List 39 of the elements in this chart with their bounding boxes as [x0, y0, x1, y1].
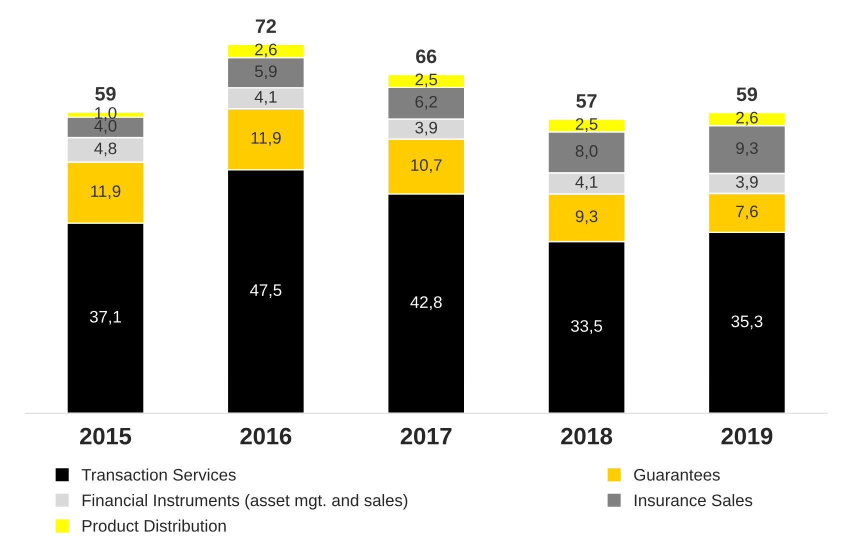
- legend-label: Insurance Sales: [634, 494, 752, 506]
- data-label: 47,5: [250, 284, 282, 298]
- data-label: 4,8: [94, 142, 116, 156]
- data-label: 2,5: [576, 118, 598, 132]
- data-label: 2,6: [736, 112, 758, 126]
- data-label: 11,9: [91, 185, 120, 200]
- data-label: 35,3: [731, 315, 762, 330]
- data-label: 5,9: [254, 65, 277, 80]
- legend-label: Financial Instruments (asset mgt. and sales): [82, 494, 408, 510]
- data-label: 2,6: [255, 44, 277, 58]
- data-label: 8,0: [576, 145, 598, 159]
- x-tick-label: 2018: [561, 428, 612, 444]
- total-label: 72: [256, 19, 276, 33]
- data-label: 42,8: [410, 296, 442, 310]
- data-label: 4,0: [94, 120, 116, 134]
- data-label: 9,3: [736, 142, 758, 156]
- data-label: 6,2: [415, 96, 437, 110]
- legend-label: Transaction Services: [82, 468, 236, 481]
- data-label: 3,9: [415, 122, 438, 136]
- x-tick-label: 2015: [80, 428, 132, 444]
- data-label: 33,5: [571, 320, 602, 334]
- data-label: 2,5: [415, 74, 438, 88]
- data-label: 37,1: [90, 310, 121, 325]
- x-tick-label: 2019: [722, 428, 772, 444]
- data-label: 10,7: [411, 159, 442, 173]
- total-label: 57: [576, 94, 597, 108]
- data-label: 3,9: [736, 176, 758, 190]
- total-label: 59: [95, 86, 116, 101]
- data-label: 4,1: [575, 176, 598, 190]
- data-label: 9,3: [576, 210, 598, 224]
- legend-label: Product Distribution: [82, 520, 226, 532]
- total-label: 59: [736, 87, 758, 102]
- x-tick-label: 2016: [240, 428, 292, 444]
- x-tick-label: 2017: [400, 428, 452, 444]
- data-label: 11,9: [252, 132, 281, 146]
- data-label: 4,1: [254, 91, 277, 105]
- total-label: 66: [416, 49, 436, 64]
- data-label: 7,6: [736, 206, 758, 220]
- legend-label: Guarantees: [634, 468, 720, 481]
